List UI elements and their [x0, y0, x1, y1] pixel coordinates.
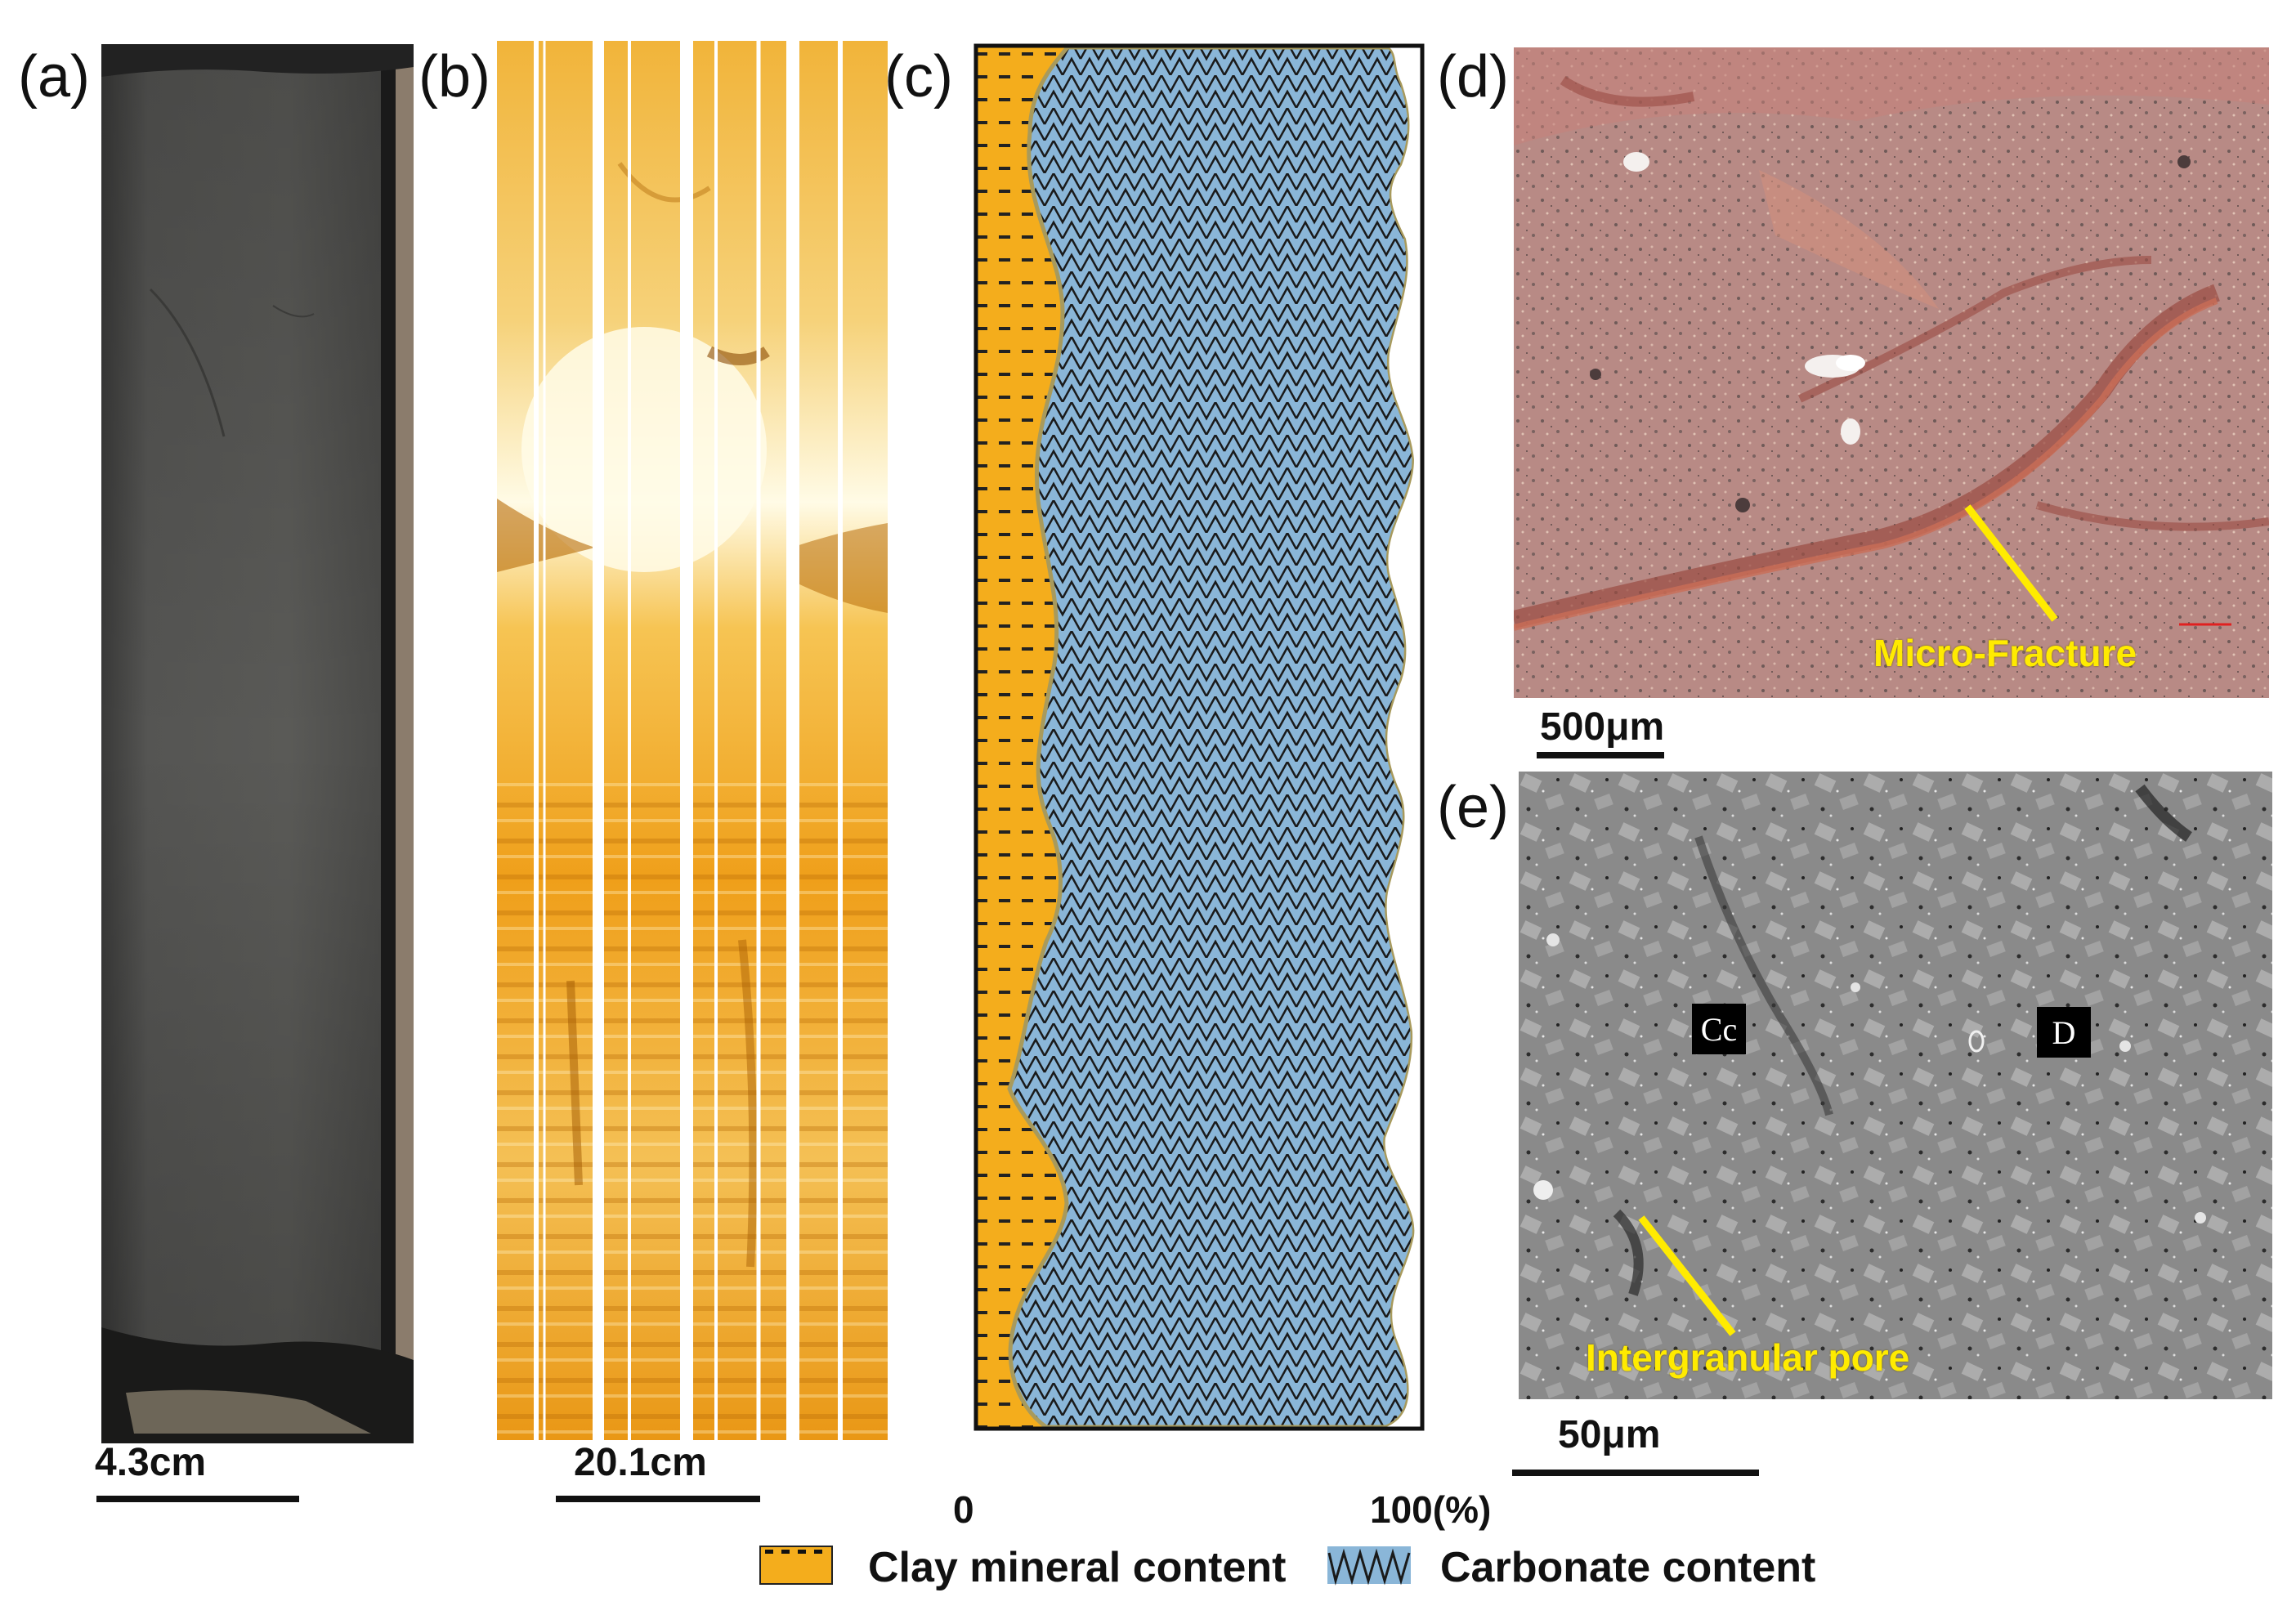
- carbonate-region: [1007, 45, 1417, 1429]
- thin-section-image: [1514, 47, 2269, 698]
- axis-min-label: 0: [953, 1488, 974, 1531]
- panel-label-c: (c): [884, 44, 953, 110]
- scale-bar-e: [1512, 1470, 1759, 1476]
- scale-label-b: 20.1cm: [574, 1441, 707, 1484]
- panel-label-a: (a): [18, 44, 90, 110]
- panel-label-d: (d): [1437, 44, 1509, 110]
- axis-max-label: 100(%): [1370, 1488, 1492, 1531]
- core-photo: [101, 44, 414, 1443]
- panel-label-b: (b): [418, 44, 490, 110]
- mineral-tag-d: D: [2037, 1007, 2091, 1058]
- panel-label-e: (e): [1437, 775, 1509, 840]
- core-scan-image: [497, 41, 888, 1440]
- mineral-content-log: [973, 43, 1425, 1431]
- legend-swatch-clay: [759, 1546, 833, 1585]
- legend-swatch-carbonate: [1327, 1546, 1411, 1586]
- sem-image: [1519, 772, 2272, 1399]
- legend-label-clay: Clay mineral content: [868, 1544, 1287, 1591]
- mineral-tag-cc: Cc: [1692, 1004, 1746, 1054]
- legend-label-carbonate: Carbonate content: [1440, 1544, 1816, 1591]
- micro-fracture-label: Micro-Fracture: [1873, 632, 2137, 674]
- scale-label-e: 50μm: [1558, 1413, 1661, 1456]
- intergranular-pore-label: Intergranular pore: [1586, 1336, 1910, 1379]
- scale-label-d: 500μm: [1540, 705, 1665, 749]
- scale-bar-a: [96, 1496, 299, 1502]
- scale-bar-d: [1537, 752, 1664, 758]
- scale-label-a: 4.3cm: [95, 1441, 207, 1484]
- scale-bar-b: [556, 1496, 760, 1502]
